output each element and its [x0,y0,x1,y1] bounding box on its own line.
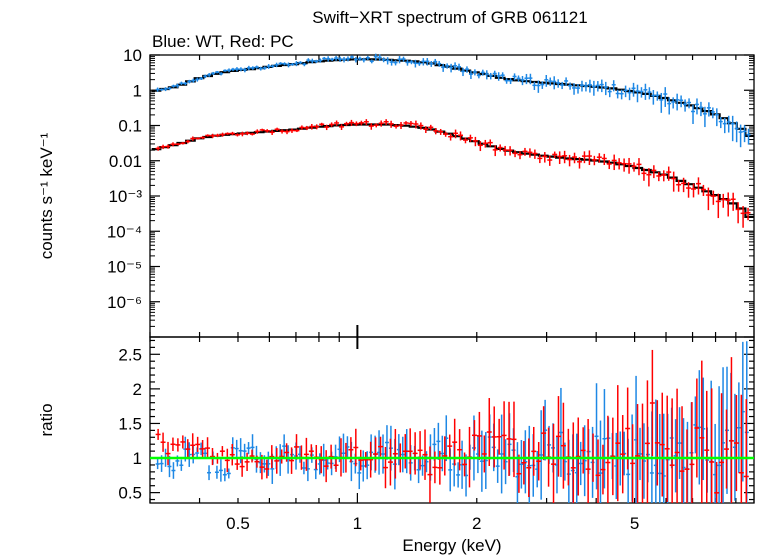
chart-title: Swift−XRT spectrum of GRB 061121 [312,8,587,27]
y-tick-label: 0.1 [118,117,142,136]
y-tick-label: 2.5 [118,345,142,364]
model-line [151,58,754,137]
x-axis-label: Energy (keV) [402,536,501,555]
ratio-panel: 0.5 1 1.5 2 2.5 0.5 1 2 5 ratio Energy (keV) [37,336,755,555]
chart-subtitle: Blue: WT, Red: PC [152,32,294,51]
x-tick-label: 2 [472,514,481,533]
y-tick-label: 0.01 [109,152,142,171]
ratio-wt-series [155,341,749,503]
ratio-plot-frame [149,336,755,504]
y-tick-label: 1.5 [118,414,142,433]
spectrum-y-axis-label: counts s⁻¹ keV⁻¹ [37,132,56,259]
ratio-pc-series [155,349,749,503]
x-tick-label: 5 [630,514,639,533]
y-tick-label: 2 [133,380,142,399]
y-tick-label: 0.5 [118,484,142,503]
y-tick-label: 1 [133,81,142,100]
ratio-axis-ticks [149,337,755,503]
y-tick-label: 10⁻³ [108,187,142,206]
spectrum-wt-series [155,53,751,148]
spectrum-model-lines [151,58,754,218]
spectrum-y-tick-labels: 10 1 0.1 0.01 10⁻³ 10⁻⁴ 10⁻⁵ 10⁻⁶ [107,46,143,312]
x-tick-label: 0.5 [226,514,250,533]
x-tick-label: 1 [353,514,362,533]
y-tick-label: 10 [123,46,142,65]
y-tick-label: 10⁻⁴ [107,222,142,241]
y-tick-label: 1 [133,449,142,468]
spectrum-pc-series [155,119,751,228]
y-tick-label: 10⁻⁶ [107,293,142,312]
y-tick-label: 10⁻⁵ [107,258,142,277]
ratio-x-tick-labels: 0.5 1 2 5 [226,514,639,533]
ratio-y-axis-label: ratio [37,403,56,436]
spectrum-panel: 10 1 0.1 0.01 10⁻³ 10⁻⁴ 10⁻⁵ 10⁻⁶ counts s⁻¹ ke… [37,46,755,349]
ratio-y-tick-labels: 0.5 1 1.5 2 2.5 [118,345,142,502]
